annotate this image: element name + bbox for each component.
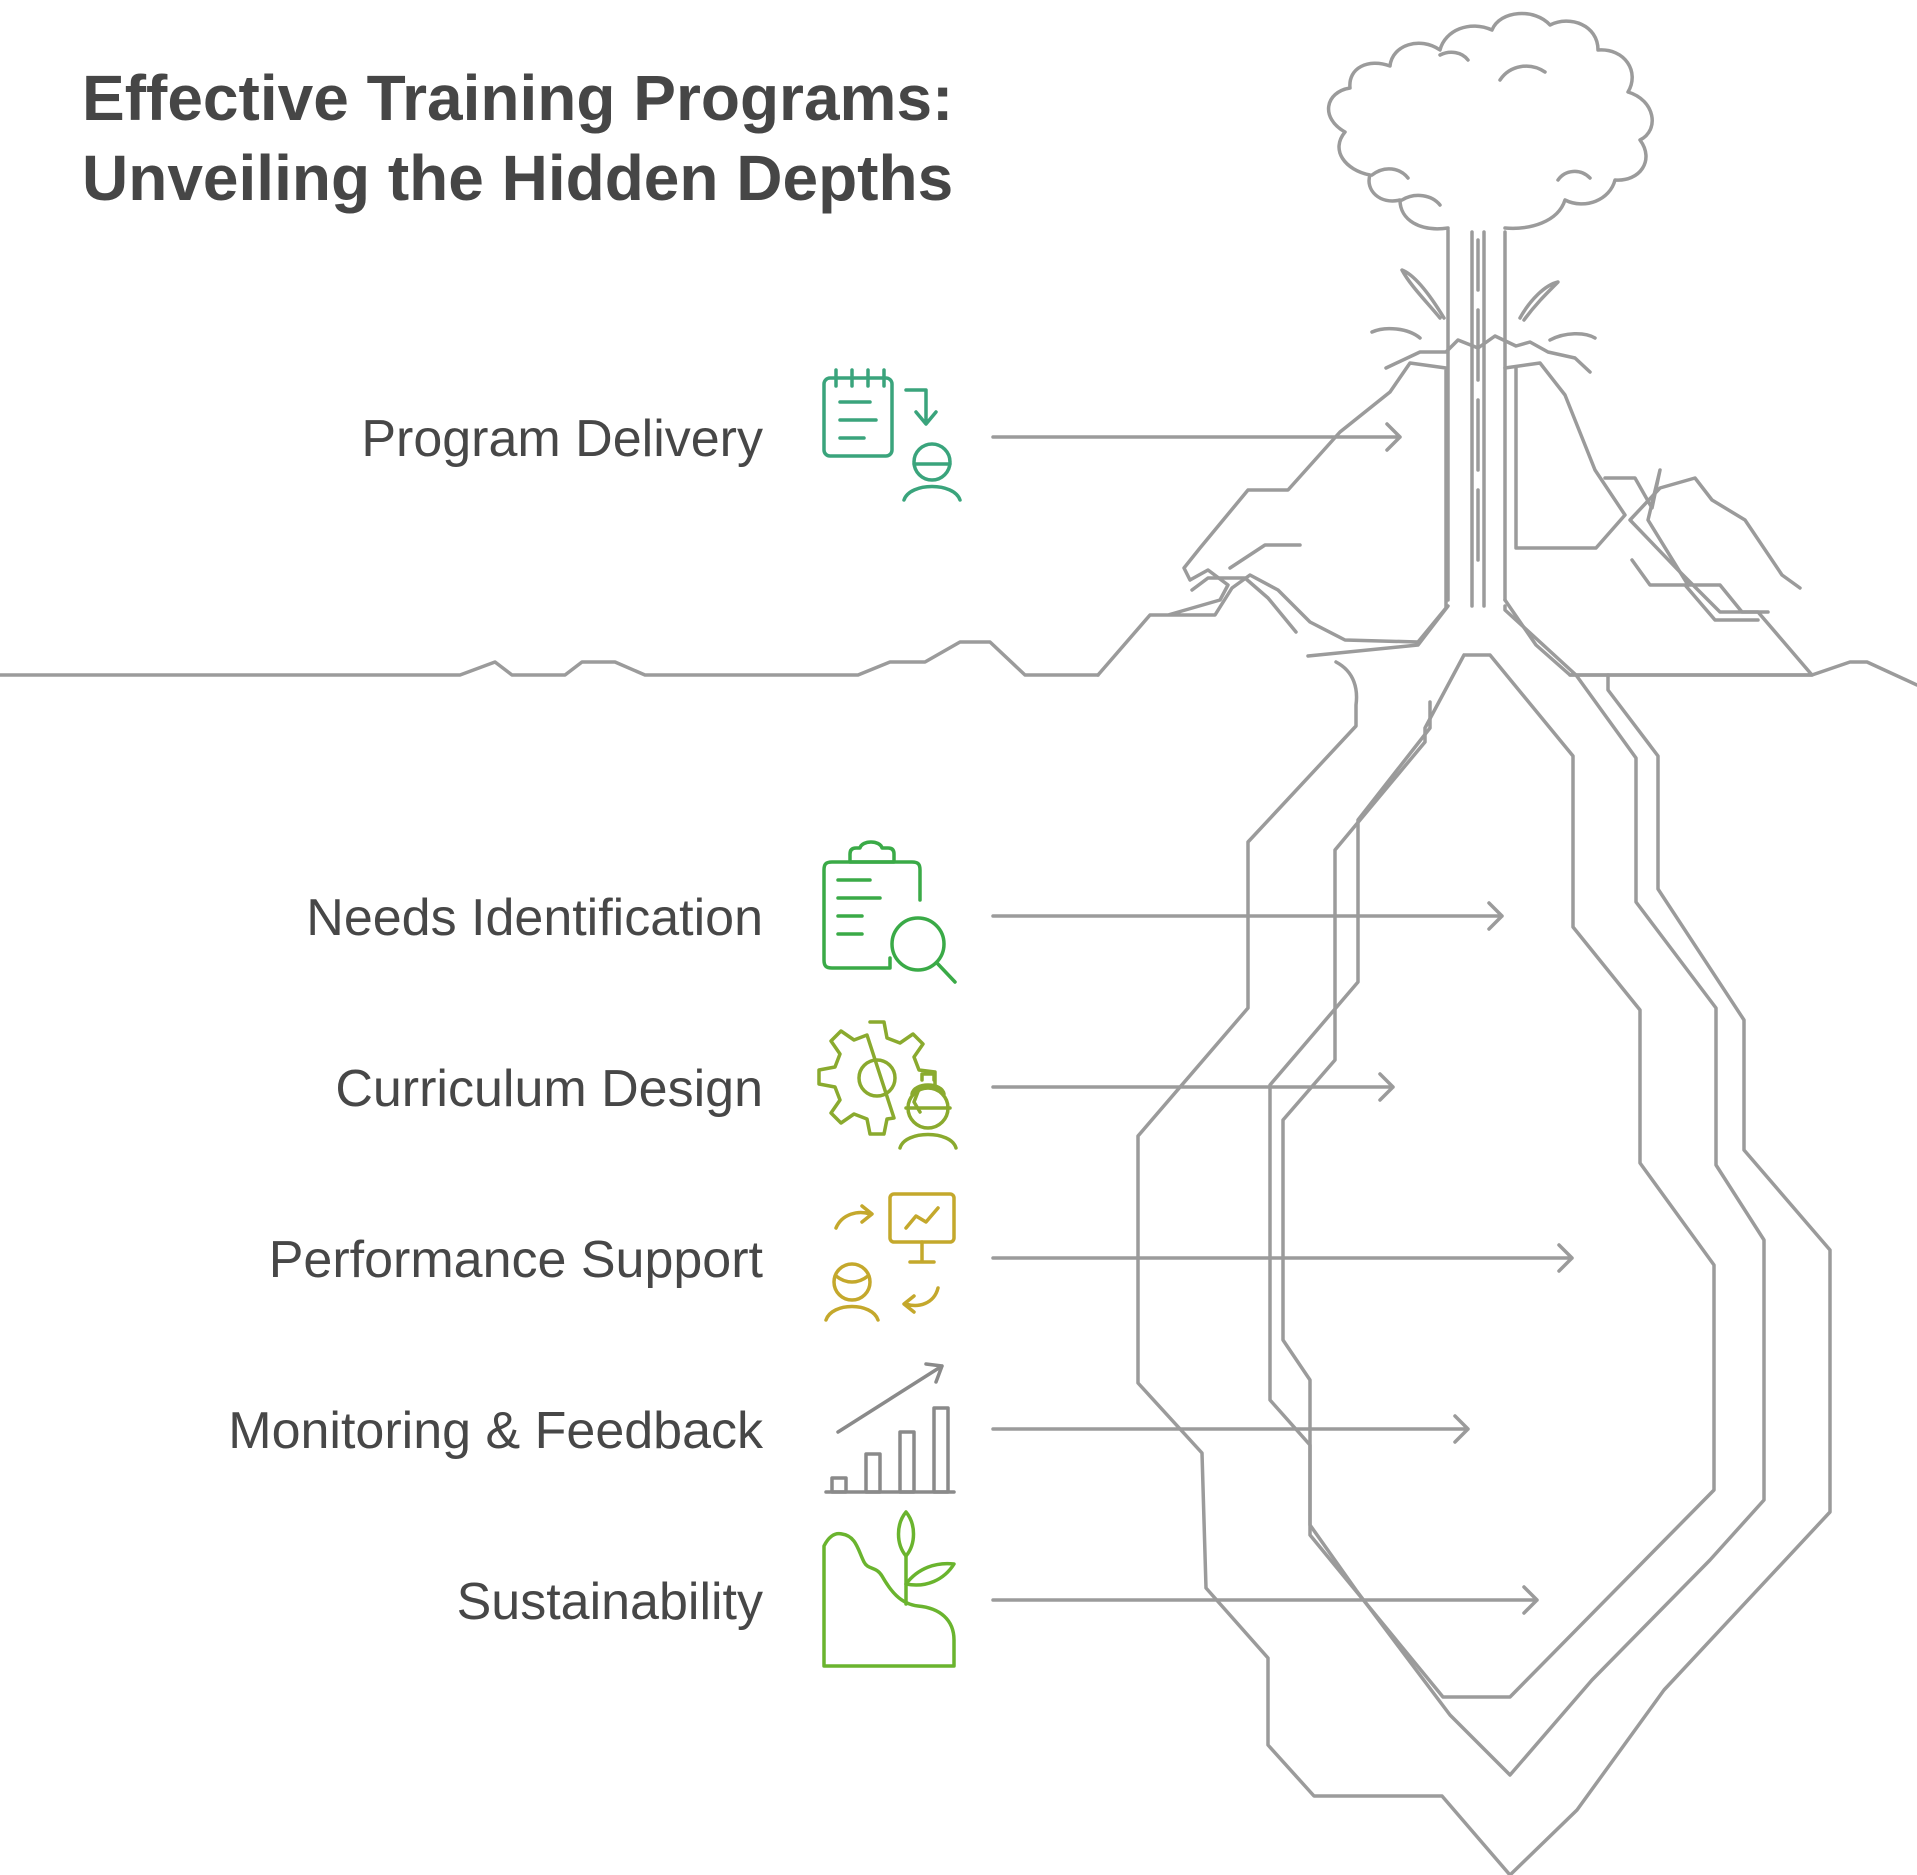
- underground-chamber-inner: [1281, 653, 1716, 1699]
- arrow-program-delivery: [991, 422, 1402, 452]
- arrow-monitoring-feedback: [991, 1414, 1470, 1444]
- lava-splash-left: [1370, 268, 1446, 340]
- arrows: [991, 422, 1574, 1615]
- vent-column: [1446, 228, 1507, 608]
- bar-chart-growth-icon: [824, 1362, 956, 1494]
- cloud-inner-lines: [1370, 50, 1592, 207]
- label-needs-identification: Needs Identification: [306, 889, 763, 947]
- arrow-sustainability: [991, 1585, 1539, 1615]
- label-performance-support: Performance Support: [268, 1231, 763, 1289]
- title-line-1: Effective Training Programs:: [82, 62, 954, 134]
- clipboard-person-icon: [822, 368, 962, 502]
- lava-splash-right: [1518, 280, 1597, 342]
- clipboard-search-icon: [822, 840, 957, 984]
- label-program-delivery: Program Delivery: [361, 410, 763, 468]
- arrow-needs-identification: [991, 901, 1504, 931]
- gear-engineer-icon: [817, 1020, 958, 1150]
- arrow-curriculum-design: [991, 1072, 1395, 1102]
- arrow-performance-support: [991, 1243, 1574, 1273]
- volcano-left-ridge: [1190, 543, 1302, 634]
- volcano-right-ridge: [1603, 468, 1770, 622]
- underground-tunnel-outer: [1136, 660, 1832, 1875]
- sprout-hill-icon: [822, 1510, 956, 1668]
- volcano-crater-rim: [1384, 334, 1592, 374]
- label-sustainability: Sustainability: [456, 1573, 763, 1631]
- label-curriculum-design: Curriculum Design: [335, 1060, 763, 1118]
- underground-tunnel-middle: [1268, 604, 1766, 1777]
- title-line-2: Unveiling the Hidden Depths: [82, 142, 954, 214]
- presenter-monitor-icon: [824, 1192, 956, 1322]
- volcano-right-slope: [1503, 361, 1814, 677]
- label-monitoring-feedback: Monitoring & Feedback: [228, 1402, 763, 1460]
- eruption-cloud: [1326, 11, 1654, 231]
